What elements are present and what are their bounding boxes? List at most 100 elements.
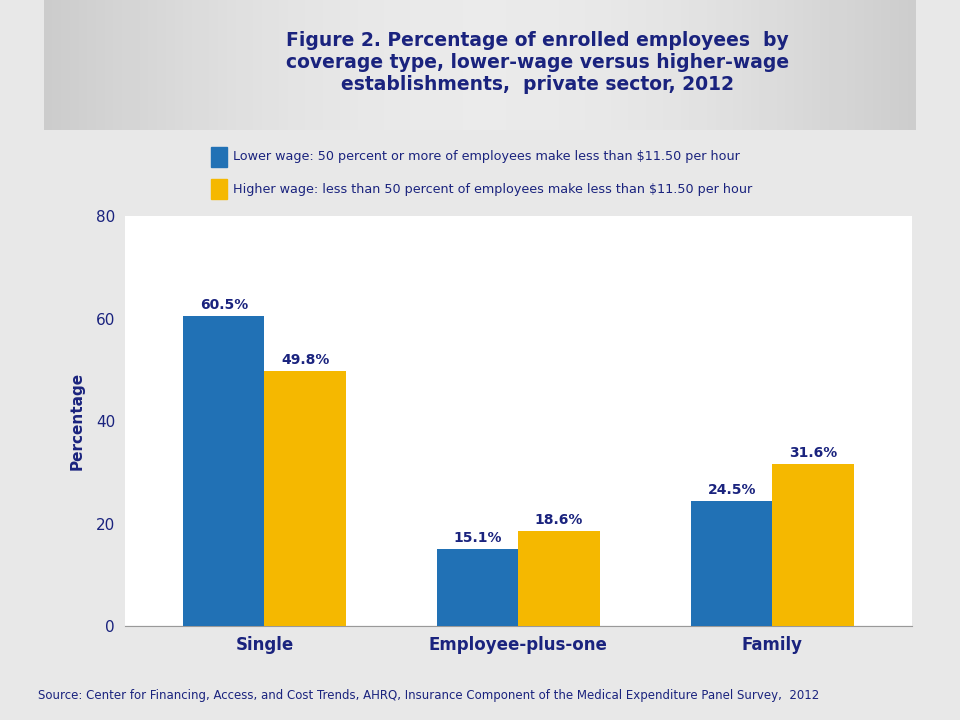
Bar [829, 0, 838, 130]
Bar [314, 0, 323, 130]
Bar [445, 0, 454, 130]
Bar [672, 0, 681, 130]
Bar [157, 0, 166, 130]
Bar [655, 0, 663, 130]
Bar [689, 0, 698, 130]
Bar [305, 0, 314, 130]
Bar [331, 0, 341, 130]
Bar [838, 0, 847, 130]
Bar [847, 0, 855, 130]
Bar [768, 0, 777, 130]
Bar [489, 0, 497, 130]
Bar [637, 0, 646, 130]
Bar [358, 0, 367, 130]
Text: 15.1%: 15.1% [453, 531, 502, 545]
Bar [349, 0, 358, 130]
Bar [175, 0, 183, 130]
Bar [183, 316, 264, 626]
Bar [576, 0, 585, 130]
Bar [43, 0, 53, 130]
Bar [79, 0, 87, 130]
Text: Figure 2. Percentage of enrolled employees  by
coverage type, lower-wage versus : Figure 2. Percentage of enrolled employe… [286, 31, 789, 94]
Bar [384, 0, 393, 130]
Bar [323, 0, 331, 130]
Bar [890, 0, 899, 130]
Bar [559, 0, 567, 130]
Bar [235, 0, 245, 130]
Bar [681, 0, 689, 130]
Text: 24.5%: 24.5% [708, 482, 756, 497]
Bar [262, 0, 271, 130]
Text: 60.5%: 60.5% [200, 298, 248, 312]
Bar [691, 500, 773, 626]
Bar [646, 0, 655, 130]
Bar [759, 0, 768, 130]
Bar [907, 0, 917, 130]
Bar [480, 0, 489, 130]
Bar [715, 0, 725, 130]
Text: Source: Center for Financing, Access, and Cost Trends, AHRQ, Insurance Component: Source: Center for Financing, Access, an… [38, 689, 820, 702]
Text: 31.6%: 31.6% [789, 446, 837, 460]
Bar [518, 531, 600, 626]
Bar [53, 0, 61, 130]
Bar [585, 0, 593, 130]
Bar [211, 147, 228, 167]
Bar [375, 0, 384, 130]
Bar [751, 0, 759, 130]
Bar [264, 371, 346, 626]
Bar [410, 0, 419, 130]
Bar [393, 0, 401, 130]
Bar [122, 0, 131, 130]
Bar [227, 0, 235, 130]
Bar [698, 0, 707, 130]
Y-axis label: Percentage: Percentage [69, 372, 84, 470]
Bar [166, 0, 175, 130]
Bar [183, 0, 192, 130]
Bar [192, 0, 201, 130]
Bar [87, 0, 96, 130]
Bar [341, 0, 349, 130]
Bar [785, 0, 794, 130]
Bar [725, 0, 733, 130]
Bar [855, 0, 864, 130]
Bar [515, 0, 523, 130]
Bar [506, 0, 515, 130]
Bar [454, 0, 463, 130]
Bar [811, 0, 821, 130]
Bar [463, 0, 471, 130]
Bar [419, 0, 427, 130]
Bar [245, 0, 253, 130]
Bar [149, 0, 157, 130]
Bar [253, 0, 262, 130]
Bar [550, 0, 559, 130]
Bar [881, 0, 890, 130]
Bar [663, 0, 672, 130]
Bar [96, 0, 105, 130]
Bar [873, 0, 881, 130]
Bar [742, 0, 751, 130]
Bar [541, 0, 550, 130]
Bar [131, 0, 139, 130]
Bar [864, 0, 873, 130]
Bar [105, 0, 113, 130]
Bar [279, 0, 288, 130]
Bar [899, 0, 907, 130]
Bar [437, 0, 445, 130]
Bar [209, 0, 218, 130]
Bar [777, 0, 785, 130]
Text: Lower wage: 50 percent or more of employees make less than $11.50 per hour: Lower wage: 50 percent or more of employ… [233, 150, 740, 163]
Bar [218, 0, 227, 130]
Bar [533, 0, 541, 130]
Bar [567, 0, 576, 130]
Bar [803, 0, 811, 130]
Bar [61, 0, 70, 130]
Bar [139, 0, 149, 130]
Text: Higher wage: less than 50 percent of employees make less than $11.50 per hour: Higher wage: less than 50 percent of emp… [233, 183, 753, 196]
Bar [821, 0, 829, 130]
Bar [593, 0, 602, 130]
Bar [707, 0, 715, 130]
Bar [773, 464, 853, 626]
Bar [427, 0, 437, 130]
Bar [288, 0, 297, 130]
Bar [70, 0, 79, 130]
